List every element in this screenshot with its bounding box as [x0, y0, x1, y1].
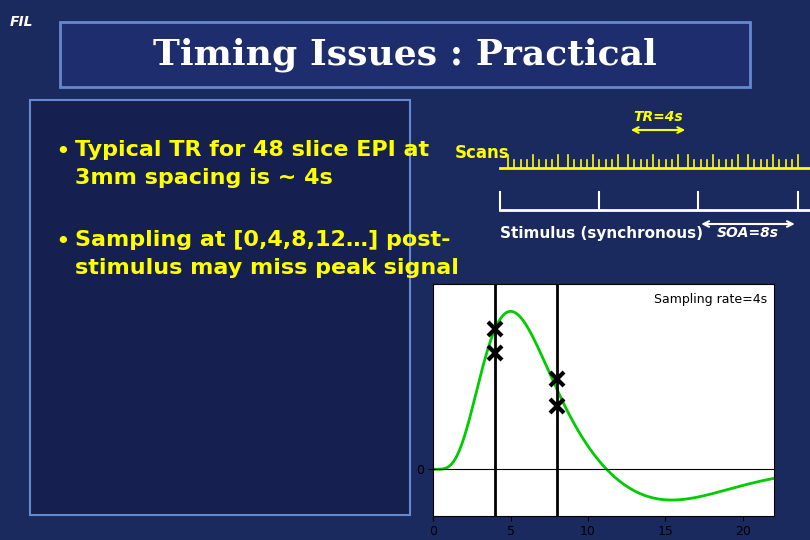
Text: •: •	[55, 230, 70, 254]
Text: TR=4s: TR=4s	[633, 110, 683, 124]
Text: •: •	[55, 140, 70, 164]
Text: Sampling rate=4s: Sampling rate=4s	[654, 293, 767, 306]
Bar	[30, 100, 410, 515]
Text: Timing Issues : Practical: Timing Issues : Practical	[153, 38, 657, 72]
Bar	[60, 22, 750, 87]
Text: Scans: Scans	[455, 144, 509, 162]
Text: FIL: FIL	[10, 15, 33, 29]
Text: Stimulus (synchronous): Stimulus (synchronous)	[500, 226, 703, 241]
Text: SOA=8s: SOA=8s	[717, 226, 779, 240]
Text: Typical TR for 48 slice EPI at
3mm spacing is ~ 4s: Typical TR for 48 slice EPI at 3mm spaci…	[75, 140, 429, 188]
Text: Sampling at [0,4,8,12…] post-
stimulus may miss peak signal: Sampling at [0,4,8,12…] post- stimulus m…	[75, 230, 459, 278]
